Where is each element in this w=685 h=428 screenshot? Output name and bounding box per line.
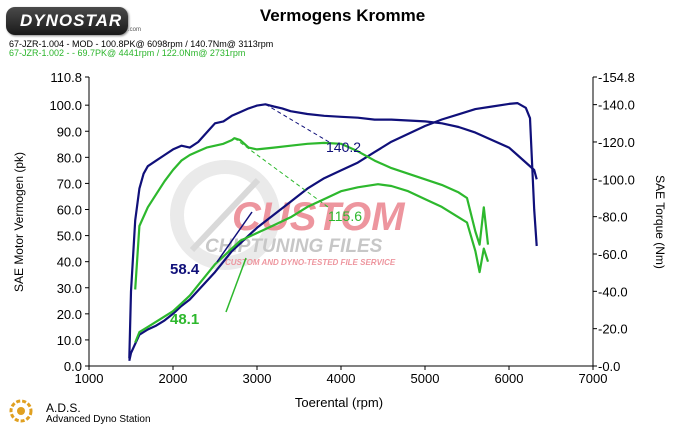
leader-line-stock-torque [234,137,329,208]
annotation-label: 115.6 [328,208,362,224]
leader-line-mod-torque [265,103,330,143]
y-tick-label: 110.8 [50,70,82,85]
axes: 1000 2000 3000 4000 5000 6000 7000 0.0 10.0 20.0 3… [49,70,634,386]
x-axis-label: Toerental (rpm) [295,395,383,410]
y-tick-label: 0.0 [64,359,82,374]
y2-tick-label: -20.0 [598,322,628,337]
x-tick-label: 6000 [495,371,524,386]
y-tick-label: 90.0 [57,124,82,139]
y2-tick-label: -0.0 [598,359,620,374]
x-tick-label: 1000 [75,371,104,386]
y2-tick-label: -100.0 [598,172,635,187]
x-tick-label: 4000 [327,371,356,386]
x-tick-label: 7000 [579,371,608,386]
run-info-mod: 67-JZR-1.004 - MOD - 100.8PK@ 6098rpm / … [9,39,274,49]
y2-tick-label: -154.8 [598,70,635,85]
leader-line-mod-power [216,211,253,263]
y-tick-label: 50.0 [57,229,82,244]
y2-axis-label: SAE Torque (Nm) [653,175,667,269]
y-tick-label: 60.0 [57,203,82,218]
annotations: 140.2 115.6 58.4 48.1 [170,103,362,328]
y2-tick-label: -140.0 [598,98,635,113]
y-tick-label: 20.0 [57,307,82,322]
x-tick-label: 5000 [411,371,440,386]
y-tick-label: 10.0 [57,333,82,348]
ads-logo-icon [9,399,33,423]
series-line-mod-torque [128,103,538,359]
x-tick-label: 2000 [159,371,188,386]
x-tick-label: 3000 [243,371,272,386]
run-info-stock: 67-JZR-1.002 - - 69.7PK@ 4441rpm / 122.0… [9,48,246,58]
series-line-stock-torque [134,137,490,290]
series-line-mod-power [128,101,538,362]
watermark-line2: CHIPTUNING FILES [205,236,383,257]
leader-line-stock-power [225,257,247,313]
y-axis-label: SAE Motor Vermogen (pk) [12,152,26,292]
y2-tick-label: -60.0 [598,247,628,262]
y-tick-label: 30.0 [57,281,82,296]
annotation-label: 140.2 [326,139,361,155]
watermark: CUSTOM CHIPTUNING FILES CUSTOM AND DYNO-… [170,160,406,270]
logo-text: DYNOSTAR [20,11,123,30]
y-tick-label: 70.0 [57,176,82,191]
dynostar-logo: DYNOSTAR [6,7,128,35]
watermark-line3: CUSTOM AND DYNO-TESTED FILE SERVICE [225,258,396,267]
logo-website: .com [128,27,142,33]
series-lines [128,101,538,362]
footer-name: A.D.S. [46,401,81,415]
y2-tick-label: -80.0 [598,210,628,225]
y-tick-label: 80.0 [57,150,82,165]
watermark-needle [189,177,261,253]
y2-tick-label: -40.0 [598,284,628,299]
footer-subtitle: Advanced Dyno Station [46,414,151,425]
chart-title: Vermogens Kromme [259,6,426,25]
y2-tick-label: -120.0 [598,135,635,150]
annotation-label: 48.1 [170,311,199,328]
y-tick-label: 100.0 [49,98,82,113]
annotation-label: 58.4 [170,261,200,278]
series-line-stock-power [134,183,490,343]
y-tick-label: 40.0 [57,255,82,270]
